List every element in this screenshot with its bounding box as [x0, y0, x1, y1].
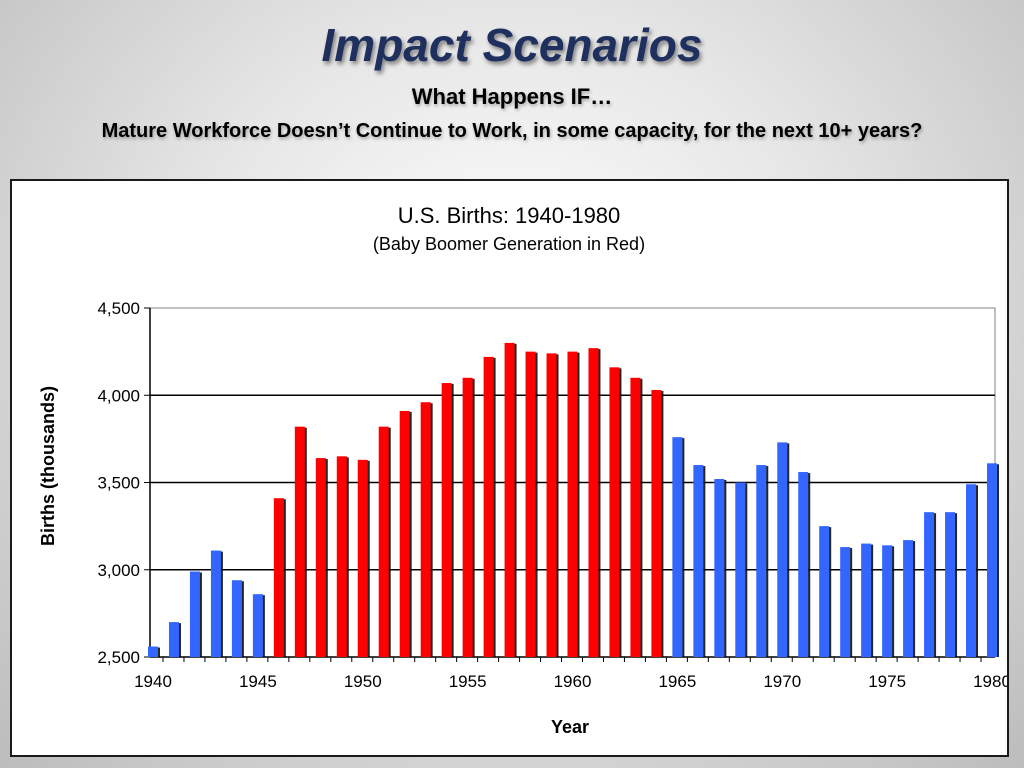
bar-1960: [567, 351, 578, 657]
bar-1968: [735, 482, 746, 657]
bar-1947: [294, 426, 305, 657]
bar-1950: [357, 459, 368, 657]
x-tick-label: 1970: [763, 672, 801, 691]
bar-1940: [148, 646, 158, 657]
bar-1975: [882, 545, 893, 657]
y-axis-label: Births (thousands): [38, 386, 58, 546]
births-bar-chart: U.S. Births: 1940-1980 (Baby Boomer Gene…: [38, 203, 1007, 737]
bar-1961: [588, 348, 599, 657]
bar-1953: [420, 402, 431, 657]
x-tick-label: 1975: [868, 672, 906, 691]
y-tick-label: 4,000: [97, 386, 140, 405]
bar-1974: [861, 543, 872, 657]
bar-1967: [714, 479, 725, 657]
x-tick-label: 1940: [134, 672, 172, 691]
bar-1958: [525, 351, 536, 657]
x-tick-label: 1950: [344, 672, 382, 691]
bar-1942: [189, 571, 200, 657]
x-tick-label: 1945: [239, 672, 277, 691]
bar-1941: [168, 622, 179, 657]
chart-title: U.S. Births: 1940-1980: [398, 203, 621, 228]
bar-1955: [462, 377, 473, 657]
bar-1973: [840, 547, 851, 657]
y-tick-label: 2,500: [97, 648, 140, 667]
bar-1977: [924, 512, 935, 657]
bar-1969: [756, 465, 767, 657]
bar-1966: [693, 465, 704, 657]
x-tick-label: 1955: [449, 672, 487, 691]
bar-1965: [672, 437, 683, 657]
x-axis-label: Year: [551, 717, 589, 737]
bar-1951: [378, 426, 389, 657]
x-tick-label: 1965: [658, 672, 696, 691]
y-tick-label: 4,500: [97, 299, 140, 318]
bar-1943: [210, 550, 221, 657]
chart-frame: U.S. Births: 1940-1980 (Baby Boomer Gene…: [10, 179, 1009, 757]
bar-1954: [441, 383, 452, 657]
bar-1949: [336, 456, 347, 657]
x-tick-label: 1960: [554, 672, 592, 691]
bar-1978: [945, 512, 956, 657]
bar-1976: [903, 540, 914, 657]
x-tick-label: 1980: [973, 672, 1007, 691]
bar-1963: [630, 377, 641, 657]
y-tick-label: 3,500: [97, 474, 140, 493]
slide-header: Impact Scenarios What Happens IF… Mature…: [0, 0, 1024, 172]
bar-1970: [777, 442, 788, 657]
bar-1964: [651, 390, 662, 657]
bar-1945: [252, 594, 263, 657]
bar-1956: [483, 356, 494, 657]
bar-1948: [315, 458, 326, 657]
chart-subtitle: (Baby Boomer Generation in Red): [373, 234, 645, 254]
bar-1980: [987, 463, 997, 657]
plot-area: 2,500 3,000 3,500 4,000 4,500 1940 1945 1950 195…: [97, 299, 1007, 691]
bar-1962: [609, 367, 620, 657]
slide-subtitle: What Happens IF…: [411, 84, 613, 109]
slide-title: Impact Scenarios: [321, 19, 703, 71]
bar-1952: [399, 410, 410, 657]
bar-1959: [546, 353, 557, 657]
y-tick-label: 3,000: [97, 561, 140, 580]
slide-question: Mature Workforce Doesn’t Continue to Wor…: [101, 120, 923, 142]
bar-1944: [231, 580, 242, 657]
bar-1972: [819, 526, 830, 657]
bar-1971: [798, 472, 809, 657]
bar-1979: [966, 484, 977, 657]
bar-1946: [273, 498, 284, 657]
bar-1957: [504, 342, 515, 657]
